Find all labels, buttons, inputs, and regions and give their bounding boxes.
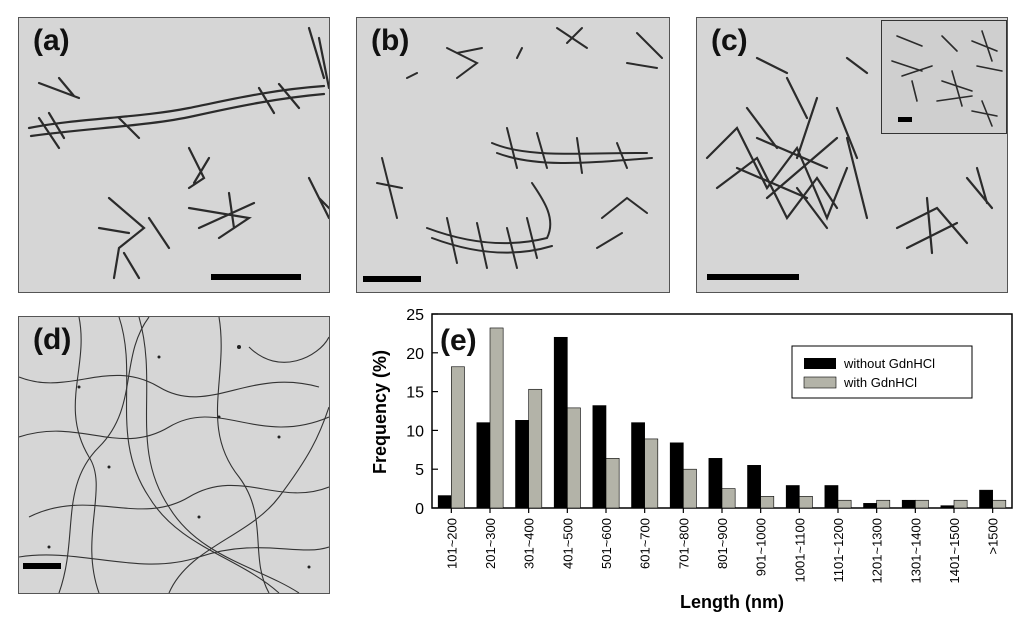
scale-bar-d	[23, 563, 61, 569]
bar-with-gdnhcl	[451, 366, 465, 509]
bar-with-gdnhcl	[837, 499, 852, 509]
bar-with-gdnhcl	[528, 388, 543, 509]
x-tick-labels: 101~200 201~300 301~400 401~500 501~600 601~7…	[444, 508, 1001, 583]
bar-without-gdnhcl	[437, 495, 452, 509]
x-tick-label: 1401~1500	[947, 518, 962, 583]
micrograph-image-c	[705, 56, 994, 255]
inset-image-c	[891, 30, 1003, 127]
x-tick-label: 101~200	[444, 518, 459, 569]
y-tick-label: 5	[415, 462, 424, 479]
bar-with-gdnhcl	[953, 499, 968, 509]
chart-bars	[437, 327, 1007, 509]
scale-bar-b	[363, 276, 421, 282]
bar-with-gdnhcl	[915, 499, 929, 509]
x-tick-label: 801~900	[715, 518, 730, 569]
y-tick-label: 0	[415, 501, 424, 518]
legend-swatch-with	[803, 376, 837, 389]
micrograph-image-b	[376, 27, 663, 269]
bar-with-gdnhcl	[992, 499, 1007, 509]
bar-with-gdnhcl	[760, 496, 775, 509]
bar-without-gdnhcl	[979, 489, 993, 509]
x-tick-label: 401~500	[560, 518, 575, 569]
x-tick-label: 701~800	[676, 518, 691, 569]
y-axis-label: Frequency (%)	[370, 350, 390, 474]
bar-with-gdnhcl	[567, 407, 581, 509]
bar-with-gdnhcl	[721, 488, 736, 509]
x-axis-label: Length (nm)	[680, 592, 784, 612]
panel-label-c: (c)	[711, 24, 748, 57]
length-histogram-chart: 101~200 201~300 301~400 401~500 501~600 601~7…	[370, 308, 1013, 612]
scale-bar-c	[707, 274, 799, 280]
legend-swatch-without	[804, 358, 836, 369]
bar-without-gdnhcl	[515, 420, 529, 509]
legend-frame	[791, 345, 973, 399]
micrograph-image-d	[19, 317, 329, 593]
bar-without-gdnhcl	[476, 422, 491, 509]
x-tick-label: 301~400	[522, 518, 537, 569]
panel-label-e: (e)	[440, 324, 477, 357]
x-tick-label: 1001~1100	[792, 518, 807, 582]
micrograph-panel-c: (c)	[696, 17, 1008, 293]
x-tick-label: 901~1000	[754, 518, 769, 576]
bar-with-gdnhcl	[876, 499, 891, 509]
x-tick-label: 201~300	[483, 518, 498, 569]
bar-without-gdnhcl	[553, 336, 568, 509]
y-tick-label: 25	[406, 308, 424, 324]
bar-with-gdnhcl	[489, 327, 504, 509]
micrograph-image-a	[27, 26, 329, 280]
panel-label-d: (d)	[33, 323, 72, 356]
x-tick-label: 1201~1300	[870, 518, 885, 583]
x-tick-label: 501~600	[599, 518, 614, 569]
x-tick-label: 601~700	[638, 518, 653, 569]
bar-without-gdnhcl	[708, 458, 723, 509]
bar-without-gdnhcl	[863, 503, 877, 509]
bar-with-gdnhcl	[799, 496, 813, 509]
bar-without-gdnhcl	[824, 485, 839, 509]
x-tick-label: >1500	[986, 518, 1001, 555]
y-tick-label: 20	[406, 346, 424, 363]
panel-label-a: (a)	[33, 24, 70, 57]
bar-with-gdnhcl	[605, 458, 620, 509]
scale-bar-a	[211, 274, 301, 280]
micrograph-panel-b: (b)	[356, 17, 670, 293]
x-tick-label: 1301~1400	[908, 518, 923, 583]
bar-with-gdnhcl	[644, 438, 659, 509]
y-tick-labels: 0 5 10 15 20 25	[406, 308, 438, 518]
y-tick-label: 10	[406, 423, 424, 440]
micrograph-panel-a: (a)	[18, 17, 330, 293]
micrograph-panel-d: (d)	[18, 316, 330, 594]
bar-without-gdnhcl	[631, 422, 645, 509]
bar-without-gdnhcl	[747, 465, 761, 509]
bar-without-gdnhcl	[940, 505, 955, 509]
y-tick-label: 15	[406, 385, 424, 402]
panel-label-b: (b)	[371, 24, 410, 57]
micrograph-inset-c	[881, 20, 1007, 134]
bar-without-gdnhcl	[901, 499, 916, 509]
bar-without-gdnhcl	[592, 405, 607, 509]
bar-without-gdnhcl	[785, 485, 800, 509]
bar-without-gdnhcl	[669, 442, 684, 509]
legend-label-with: with GdnHCl	[843, 375, 917, 390]
bar-with-gdnhcl	[683, 468, 697, 509]
legend-label-without: without GdnHCl	[843, 356, 935, 371]
inset-scale-bar-c	[898, 117, 912, 122]
chart-legend: without GdnHCl with GdnHCl	[791, 345, 973, 399]
x-tick-label: 1101~1200	[831, 518, 846, 582]
